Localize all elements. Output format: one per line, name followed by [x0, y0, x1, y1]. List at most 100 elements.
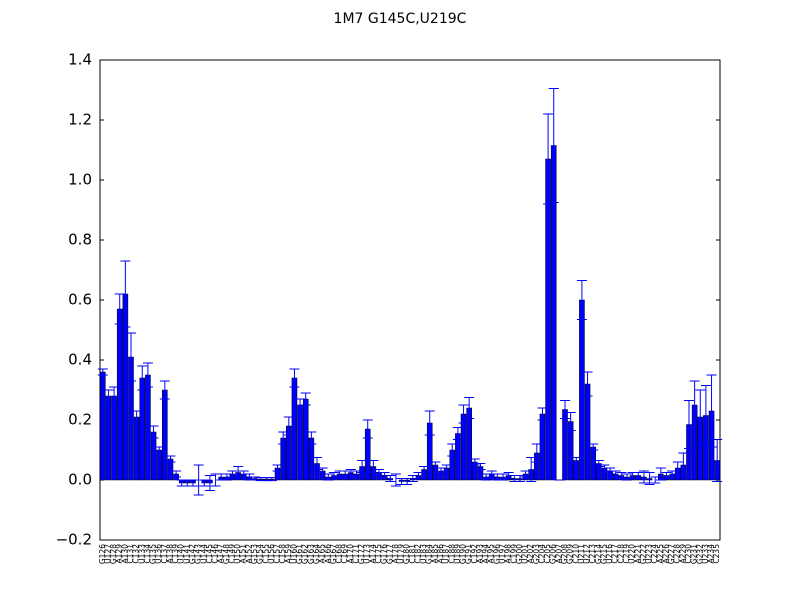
bar	[302, 398, 309, 481]
x-tick-label: G190	[459, 544, 468, 564]
x-tick-label: U220	[628, 544, 637, 564]
y-tick-label: 0.2	[68, 411, 92, 429]
x-tick-label: U133	[137, 544, 146, 564]
x-tick-label: A234	[707, 544, 716, 564]
bar	[297, 404, 303, 481]
bar	[562, 409, 568, 481]
bar	[455, 433, 461, 481]
x-tick-label: G232	[695, 544, 704, 564]
y-tick-label: 1.0	[68, 171, 92, 189]
x-tick-label: G176	[380, 544, 389, 564]
bar	[145, 374, 151, 481]
x-tick-label: U187	[442, 544, 451, 564]
x-tick-label: U211	[577, 544, 586, 564]
x-tick-label: C169	[340, 544, 349, 564]
x-tick-label: A159	[284, 544, 293, 564]
x-tick-label: C210	[571, 544, 580, 564]
x-tick-label: A174	[368, 544, 377, 564]
x-tick-label: A166	[323, 544, 332, 564]
x-tick-label: C204	[537, 544, 546, 564]
bar	[133, 416, 140, 481]
x-tick-label: A198	[504, 544, 513, 564]
x-tick-label: U160	[289, 544, 298, 564]
x-tick-label: U141	[182, 544, 191, 564]
x-tick-label: A221	[633, 544, 642, 564]
x-tick-label: U197	[498, 544, 507, 564]
x-tick-label: G128	[109, 544, 118, 564]
x-tick-label: U201	[521, 544, 530, 564]
bar	[100, 371, 106, 481]
bar	[545, 158, 551, 481]
x-tick-label: U156	[267, 544, 276, 564]
x-tick-label: A170	[346, 544, 355, 564]
x-tick-label: C218	[616, 544, 625, 564]
x-tick-label: A185	[430, 544, 439, 564]
x-tick-label: A147	[216, 544, 225, 564]
x-tick-label: C175	[374, 544, 383, 564]
x-tick-label: G208	[560, 544, 569, 564]
x-tick-label: G142	[188, 544, 197, 564]
x-tick-label: C157	[273, 544, 282, 564]
x-tick-label: C192	[470, 544, 479, 564]
x-tick-label: G184	[425, 544, 434, 564]
y-tick-label: −0.2	[56, 531, 92, 549]
bar	[579, 299, 585, 481]
x-tick-label: A193	[475, 544, 484, 564]
x-tick-label: G163	[306, 544, 315, 564]
x-tick-label: G164	[312, 544, 321, 564]
plot-frame	[99, 59, 721, 541]
x-tick-label: G214	[594, 544, 603, 564]
x-tick-label: C199	[509, 544, 518, 564]
x-tick-label: A195	[487, 544, 496, 564]
y-tick-label: 0.4	[68, 351, 92, 369]
x-tick-label: C149	[227, 544, 236, 564]
bar	[116, 308, 123, 481]
x-tick-label: U136	[154, 544, 163, 564]
y-tick-label: 1.2	[68, 111, 92, 129]
bar	[139, 377, 146, 481]
x-tick-label: G162	[301, 544, 310, 564]
x-tick-label: C155	[261, 544, 270, 564]
x-tick-label: A226	[661, 544, 670, 564]
x-tick-label: G167	[329, 544, 338, 564]
x-tick-label: C137	[160, 544, 169, 564]
bar	[291, 377, 298, 481]
x-tick-label: C213	[588, 544, 597, 564]
x-tick-label: G215	[599, 544, 608, 564]
bar	[460, 413, 467, 481]
bar	[539, 413, 546, 481]
x-tick-label: G191	[464, 544, 473, 564]
x-tick-label: G203	[532, 544, 541, 564]
x-tick-label: G172	[357, 544, 366, 564]
x-tick-label: U183	[419, 544, 428, 564]
x-tick-label: G200	[515, 544, 524, 564]
x-tick-label: U127	[103, 544, 112, 564]
x-tick-label: G231	[690, 544, 699, 564]
x-tick-label: A130	[120, 544, 129, 564]
bar	[590, 446, 596, 481]
x-tick-label: G154	[256, 544, 265, 564]
x-tick-label: G222	[639, 544, 648, 564]
x-tick-label: G196	[492, 544, 501, 564]
x-tick-label: A151	[239, 544, 248, 564]
x-tick-label: C168	[335, 544, 344, 564]
x-tick-label: G135	[149, 544, 158, 564]
x-tick-label: U223	[645, 544, 654, 564]
x-tick-label: G227	[667, 544, 676, 564]
x-tick-label: A229	[678, 544, 687, 564]
y-tick-label: 1.4	[68, 51, 92, 69]
x-tick-label: G206	[549, 544, 558, 564]
x-tick-label: U144	[199, 544, 208, 564]
x-tick-label: U216	[605, 544, 614, 564]
x-tick-label: A165	[318, 544, 327, 564]
x-tick-label: G153	[250, 544, 259, 564]
x-tick-label: C228	[673, 544, 682, 564]
x-tick-label: C182	[413, 544, 422, 564]
x-tick-label: G143	[194, 544, 203, 564]
y-tick-label: 0.8	[68, 231, 92, 249]
x-tick-label: U150	[233, 544, 242, 564]
x-tick-label: C158	[278, 544, 287, 564]
x-tick-label: A194	[481, 544, 490, 564]
bar	[150, 431, 157, 481]
